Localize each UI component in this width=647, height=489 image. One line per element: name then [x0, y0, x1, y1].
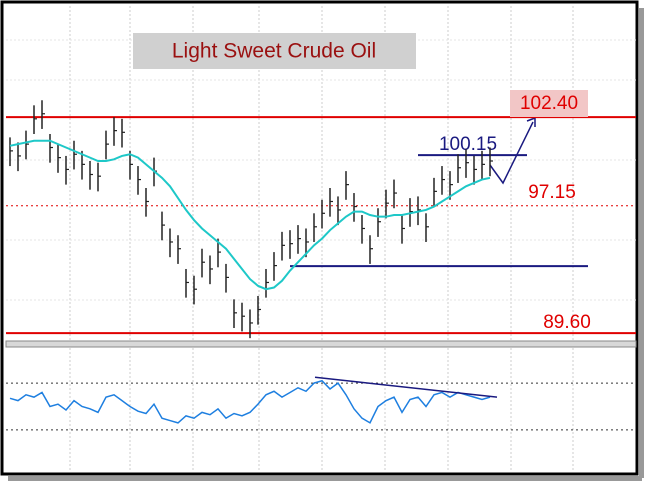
oscillator-line — [9, 379, 491, 424]
shadow — [8, 476, 642, 481]
panel-separator — [5, 340, 637, 348]
grid — [6, 6, 636, 470]
level-label: 97.15 — [528, 182, 576, 203]
projection-arrow — [489, 121, 534, 185]
shadow — [639, 8, 644, 478]
level-label: 89.60 — [543, 312, 591, 333]
level-label: 100.15 — [439, 134, 497, 155]
divergence-line — [314, 376, 498, 398]
chart-title: Light Sweet Crude Oil — [172, 40, 376, 63]
moving-average — [9, 139, 491, 291]
label-box — [510, 90, 588, 117]
title-box — [133, 33, 416, 69]
frame — [0, 0, 639, 476]
level-label: 102.40 — [520, 93, 578, 114]
